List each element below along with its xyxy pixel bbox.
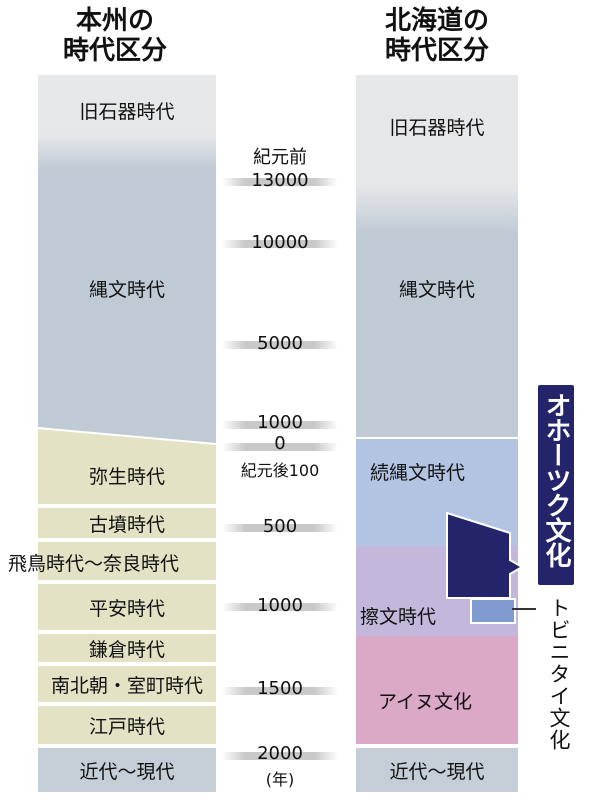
- tick-1000ad: 1000: [257, 595, 303, 616]
- honshu-nanboku-muromachi: 南北朝・室町時代: [38, 666, 216, 702]
- honshu-asuka-nara-label: 飛鳥時代～奈良時代: [8, 553, 180, 575]
- honshu-yayoi: 弥生時代: [38, 446, 216, 504]
- hokkaido-paleolithic: 旧石器時代: [356, 104, 518, 148]
- bc-label: 紀元前: [253, 147, 307, 168]
- honshu-jomon: 縄文時代: [38, 266, 216, 310]
- honshu-asuka-nara: 飛鳥時代～奈良時代: [8, 542, 216, 580]
- tick-bar-1500: [222, 687, 338, 695]
- tobinitai-label: トビニタイ文化: [547, 597, 571, 751]
- hokkaido-ainu: [356, 636, 518, 744]
- hokkaido-modern-label: 近代～現代: [389, 760, 485, 783]
- honshu-kofun: 古墳時代: [38, 508, 216, 538]
- tick-1000bc: 1000: [257, 412, 303, 433]
- ad-label: 紀元後100: [240, 461, 320, 480]
- hokkaido-zoku-jomon-label: 続縄文時代: [370, 462, 466, 484]
- tick-bar-500: [222, 524, 338, 532]
- honshu-jomon-label: 縄文時代: [88, 278, 165, 301]
- tick-13000: 13000: [251, 170, 309, 191]
- okhotsk-shape: [446, 511, 524, 599]
- hokkaido-paleo-jomon-bg: [356, 75, 518, 437]
- tick-bar-10000: [222, 240, 338, 248]
- okhotsk-label-box: [538, 385, 574, 585]
- tick-bar-1000bc: [222, 421, 338, 429]
- year-unit: (年): [265, 770, 295, 789]
- tobinitai-block: [470, 598, 516, 624]
- honshu-paleo-jomon-bg: [38, 75, 216, 445]
- hokkaido-paleolithic-label: 旧石器時代: [389, 116, 485, 139]
- hokkaido-ainu-label: アイヌ文化: [378, 691, 473, 713]
- honshu-paleolithic-label: 旧石器時代: [79, 100, 175, 123]
- tick-bar-13000: [222, 178, 338, 186]
- tick-bar-1000ad: [222, 603, 338, 611]
- honshu-edo: 江戸時代: [38, 706, 216, 744]
- honshu-kofun-label: 古墳時代: [88, 513, 165, 536]
- hokkaido-title: 北海道の 時代区分: [384, 6, 489, 66]
- hokkaido-jomon-label: 縄文時代: [398, 278, 475, 301]
- honshu-heian: 平安時代: [38, 584, 216, 630]
- okhotsk-label: オホーツク文化: [541, 392, 571, 567]
- tick-bar-5000: [222, 341, 338, 349]
- honshu-kamakura-label: 鎌倉時代: [88, 638, 165, 661]
- tick-bar-2000: [222, 752, 338, 760]
- honshu-kamakura: 鎌倉時代: [38, 634, 216, 662]
- honshu-yayoi-slant: [38, 427, 216, 446]
- tick-0: 0: [274, 433, 286, 454]
- tick-10000: 10000: [251, 232, 309, 253]
- tick-bar-0: [222, 443, 338, 451]
- honshu-modern-label: 近代～現代: [79, 760, 175, 783]
- tick-500: 500: [262, 516, 298, 537]
- hokkaido-satsumon-label: 擦文時代: [360, 606, 437, 628]
- tick-5000: 5000: [257, 333, 303, 354]
- honshu-heian-label: 平安時代: [88, 597, 165, 620]
- honshu-modern: 近代～現代: [38, 748, 216, 792]
- tick-1500: 1500: [257, 678, 303, 699]
- tick-2000: 2000: [257, 743, 303, 764]
- hokkaido-jomon: 縄文時代: [356, 266, 518, 310]
- honshu-title: 本州の 時代区分: [62, 6, 167, 66]
- hokkaido-modern: 近代～現代: [356, 748, 518, 792]
- honshu-paleolithic: 旧石器時代: [38, 88, 216, 132]
- honshu-yayoi-label: 弥生時代: [88, 465, 165, 488]
- tobinitai-connector: [512, 608, 536, 610]
- honshu-edo-label: 江戸時代: [88, 715, 165, 738]
- honshu-nanboku-muromachi-label: 南北朝・室町時代: [50, 674, 203, 697]
